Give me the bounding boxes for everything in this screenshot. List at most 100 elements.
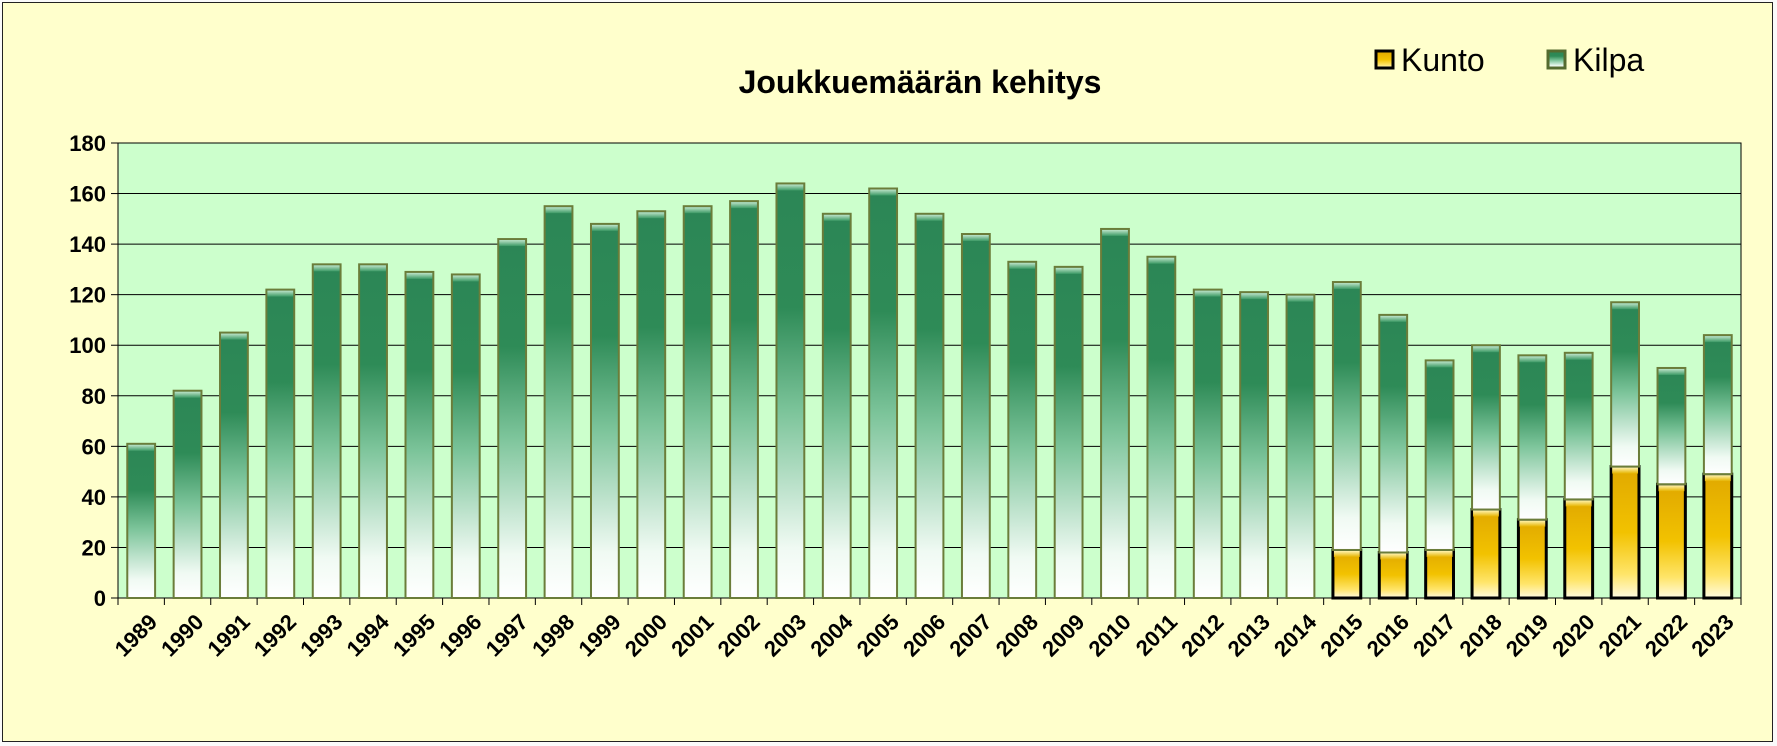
chart-title: Joukkuemäärän kehitys bbox=[739, 64, 1102, 100]
bar-cap-kilpa-2012 bbox=[1194, 290, 1221, 297]
bar-kilpa-1991 bbox=[219, 331, 249, 599]
bar-cap-kilpa-1992 bbox=[267, 290, 294, 297]
x-tick-label: 2019 bbox=[1501, 609, 1553, 661]
bar-kunto-2021 bbox=[1609, 465, 1641, 600]
bar-cap-kilpa-1989 bbox=[128, 444, 155, 451]
bar-kunto-2022 bbox=[1656, 482, 1687, 600]
bar-cap-kilpa-2011 bbox=[1148, 257, 1175, 264]
x-tick-label: 2016 bbox=[1362, 609, 1414, 661]
y-tick-label: 180 bbox=[69, 131, 106, 156]
x-tick-label: 2012 bbox=[1176, 609, 1228, 661]
x-tick-label: 2020 bbox=[1547, 609, 1599, 661]
bar-kilpa-1994 bbox=[358, 263, 388, 599]
bar-kilpa-2022 bbox=[1656, 366, 1687, 486]
bar-cap-kilpa-1993 bbox=[313, 265, 340, 272]
bar-kilpa-2017 bbox=[1424, 359, 1455, 551]
bar-cap-kilpa-2000 bbox=[638, 212, 665, 219]
bar-kilpa-2023 bbox=[1702, 334, 1733, 476]
y-tick-label: 140 bbox=[69, 232, 106, 257]
bar-cap-kunto-2022 bbox=[1658, 485, 1685, 492]
x-tick-label: 2005 bbox=[852, 609, 904, 661]
x-tick-label: 1989 bbox=[110, 609, 162, 661]
bar-cap-kilpa-2004 bbox=[823, 214, 850, 221]
y-axis: 0 20 40 60 80 100 120 140 160 180 bbox=[69, 131, 118, 611]
bar-cap-kilpa-2002 bbox=[731, 202, 757, 209]
x-tick-label: 2007 bbox=[944, 609, 996, 661]
bar-kunto-2019 bbox=[1516, 518, 1548, 600]
bar-kilpa-2019 bbox=[1517, 354, 1548, 521]
bar-kilpa-1997 bbox=[497, 238, 528, 600]
bar-kilpa-2014 bbox=[1285, 293, 1316, 599]
bar-kunto-2016 bbox=[1377, 551, 1409, 600]
bar-kilpa-1999 bbox=[589, 222, 620, 599]
x-tick-label: 2003 bbox=[759, 609, 811, 661]
bar-cap-kunto-2020 bbox=[1565, 500, 1592, 507]
bar-kilpa-2004 bbox=[821, 212, 852, 599]
x-tick-label: 1994 bbox=[342, 609, 395, 662]
x-tick-label: 2001 bbox=[666, 609, 718, 661]
bar-cap-kilpa-2007 bbox=[962, 235, 989, 241]
bar-kilpa-1995 bbox=[404, 270, 435, 599]
bar-cap-kilpa-2017 bbox=[1426, 361, 1453, 368]
bar-kilpa-2006 bbox=[914, 212, 945, 599]
x-tick-label: 1992 bbox=[249, 609, 301, 661]
x-tick-label: 2013 bbox=[1223, 609, 1275, 661]
bar-cap-kilpa-1997 bbox=[499, 240, 526, 247]
bar-kilpa-1998 bbox=[543, 205, 574, 599]
bar-cap-kilpa-1998 bbox=[545, 207, 572, 214]
legend-item-kunto: Kunto bbox=[1374, 42, 1485, 78]
bar-kilpa-2010 bbox=[1100, 227, 1130, 599]
bar-cap-kunto-2018 bbox=[1473, 510, 1499, 517]
bar-kilpa-2011 bbox=[1146, 255, 1177, 599]
bar-kilpa-2021 bbox=[1610, 301, 1640, 468]
bar-cap-kilpa-2020 bbox=[1565, 353, 1592, 360]
bar-kilpa-2009 bbox=[1053, 265, 1084, 599]
bar-kilpa-2015 bbox=[1331, 281, 1362, 551]
bar-cap-kunto-2017 bbox=[1426, 550, 1453, 557]
bar-kilpa-2000 bbox=[636, 210, 667, 599]
y-tick-label: 20 bbox=[82, 535, 106, 560]
bar-kilpa-2016 bbox=[1378, 313, 1409, 554]
x-tick-label: 1995 bbox=[388, 609, 440, 661]
x-tick-label: 2010 bbox=[1084, 609, 1136, 661]
legend-label-kilpa: Kilpa bbox=[1573, 42, 1644, 78]
y-tick-label: 60 bbox=[82, 434, 106, 459]
legend: Kunto Kilpa bbox=[1374, 42, 1644, 78]
x-tick-label: 2002 bbox=[713, 609, 765, 661]
bar-cap-kilpa-1999 bbox=[591, 224, 618, 231]
y-tick-label: 120 bbox=[69, 283, 106, 308]
bar-cap-kunto-2023 bbox=[1704, 475, 1731, 482]
x-tick-label: 1997 bbox=[481, 609, 533, 661]
bar-kilpa-1993 bbox=[311, 263, 342, 599]
bar-kilpa-2013 bbox=[1239, 291, 1270, 599]
x-tick-label: 2009 bbox=[1037, 609, 1089, 661]
bar-kilpa-2020 bbox=[1563, 351, 1594, 501]
bar-cap-kilpa-2018 bbox=[1473, 346, 1499, 353]
y-tick-label: 40 bbox=[82, 485, 106, 510]
bar-kunto-2020 bbox=[1563, 497, 1595, 600]
x-tick-label: 1993 bbox=[295, 609, 347, 661]
bar-cap-kilpa-1994 bbox=[360, 265, 386, 272]
x-tick-label: 2017 bbox=[1408, 609, 1460, 661]
x-tick-label: 2014 bbox=[1269, 609, 1322, 662]
x-tick-label: 2015 bbox=[1315, 609, 1367, 661]
bar-kilpa-2001 bbox=[682, 205, 713, 599]
legend-item-kilpa: Kilpa bbox=[1546, 42, 1644, 78]
bar-kunto-2017 bbox=[1424, 548, 1455, 600]
y-tick-label: 0 bbox=[94, 586, 106, 611]
bar-cap-kunto-2016 bbox=[1380, 553, 1407, 560]
bar-cap-kilpa-2006 bbox=[916, 214, 943, 221]
bar-cap-kilpa-2021 bbox=[1612, 303, 1638, 310]
x-tick-label: 1996 bbox=[434, 609, 486, 661]
bar-cap-kilpa-1995 bbox=[406, 272, 433, 279]
y-tick-label: 160 bbox=[69, 182, 106, 207]
bar-kunto-2023 bbox=[1702, 472, 1734, 600]
bar-cap-kunto-2019 bbox=[1519, 520, 1546, 527]
x-axis: 1989199019911992199319941995199619971998… bbox=[110, 598, 1742, 662]
legend-label-kunto: Kunto bbox=[1401, 42, 1485, 78]
bar-cap-kilpa-2023 bbox=[1704, 336, 1731, 343]
bar-kilpa-2008 bbox=[1007, 260, 1038, 599]
x-tick-label: 2022 bbox=[1640, 609, 1692, 661]
x-tick-label: 2006 bbox=[898, 609, 950, 661]
bar-cap-kilpa-2016 bbox=[1380, 315, 1407, 322]
